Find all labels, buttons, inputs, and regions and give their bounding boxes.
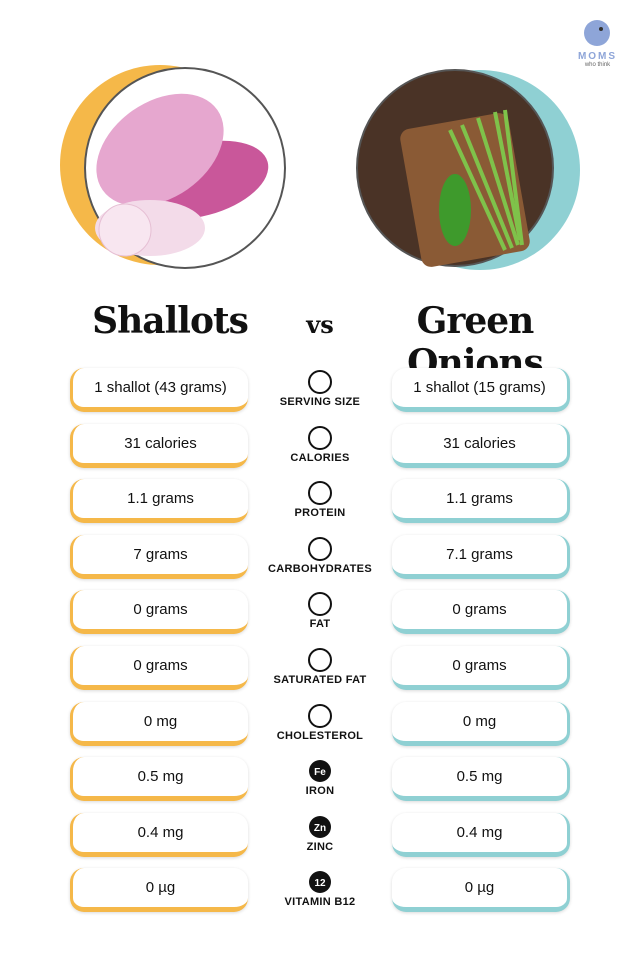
nutrient-icon: Fe	[309, 760, 331, 783]
left-value: 0 grams	[70, 646, 248, 690]
left-value: 0 mg	[70, 701, 248, 746]
left-title: Shallots	[92, 300, 249, 342]
right-value: 1 shallot (15 grams)	[392, 368, 570, 412]
nutrient-label: SATURATED FAT	[273, 674, 367, 686]
left-value: 1 shallot (43 grams)	[70, 368, 248, 412]
nutrient-icon	[308, 703, 332, 728]
nutrient-icon: 12	[309, 871, 331, 894]
left-value: 7 grams	[70, 534, 248, 579]
nutrient: SERVING SIZE	[255, 370, 385, 408]
shallot-image	[95, 93, 269, 257]
logo: MOMS who think	[565, 15, 630, 68]
nutrient: Zn ZINC	[255, 815, 385, 853]
icon-text: Zn	[314, 823, 326, 834]
nutrient-icon: Zn	[309, 815, 331, 838]
icon-text: 12	[314, 878, 326, 889]
onion-image	[400, 109, 530, 267]
icon-text: Fe	[314, 767, 326, 778]
header-images	[60, 65, 580, 270]
right-value: 0 grams	[392, 646, 570, 690]
right-value: 0.4 mg	[392, 812, 570, 857]
vs: vs	[306, 310, 334, 339]
nutrient-icon	[308, 648, 332, 672]
nutrient-label: SERVING SIZE	[279, 396, 361, 408]
nutrient-icon	[308, 481, 332, 506]
nutrient: FAT	[255, 592, 385, 630]
nutrient: CHOLESTEROL	[255, 703, 385, 742]
nutrient-label: PROTEIN	[294, 507, 346, 520]
left-value: 0 grams	[70, 590, 248, 635]
right-value: 31 calories	[392, 423, 570, 468]
nutrient: CALORIES	[255, 425, 385, 464]
right-value: 0 µg	[392, 868, 570, 913]
nutrient: Fe IRON	[255, 759, 385, 797]
nutrient: SATURATED FAT	[255, 648, 385, 686]
nutrient-label: FAT	[309, 618, 331, 631]
left-value: 0 µg	[70, 868, 248, 913]
right-value: 7.1 grams	[392, 534, 570, 579]
nutrient-label: CHOLESTEROL	[276, 729, 364, 742]
nutrient-label: ZINC	[306, 840, 334, 853]
right-value: 1.1 grams	[392, 479, 570, 524]
right-value: 0.5 mg	[392, 757, 570, 802]
right-value: 0 grams	[392, 590, 570, 635]
nutrient-icon	[308, 592, 332, 617]
left-value: 0.4 mg	[70, 812, 248, 857]
nutrient-label: CALORIES	[290, 451, 350, 464]
left-value: 0.5 mg	[70, 757, 248, 802]
nutrient-icon	[308, 536, 332, 561]
nutrient: CARBOHYDRATES	[255, 536, 385, 575]
nutrient-icon	[308, 370, 332, 394]
nutrient: 12 VITAMIN B12	[255, 870, 385, 908]
nutrient-label: CARBOHYDRATES	[268, 562, 372, 575]
nutrient-label: IRON	[305, 785, 335, 798]
nutrient-icon	[308, 425, 332, 450]
nutrient-label: VITAMIN B12	[284, 896, 356, 909]
logo-bird	[584, 20, 610, 46]
right-value: 0 mg	[392, 701, 570, 746]
left-value: 1.1 grams	[70, 479, 248, 524]
logo-tagline: who think	[584, 62, 611, 68]
logo-name: MOMS	[577, 51, 618, 62]
nutrient: PROTEIN	[255, 481, 385, 519]
left-value: 31 calories	[70, 423, 248, 468]
